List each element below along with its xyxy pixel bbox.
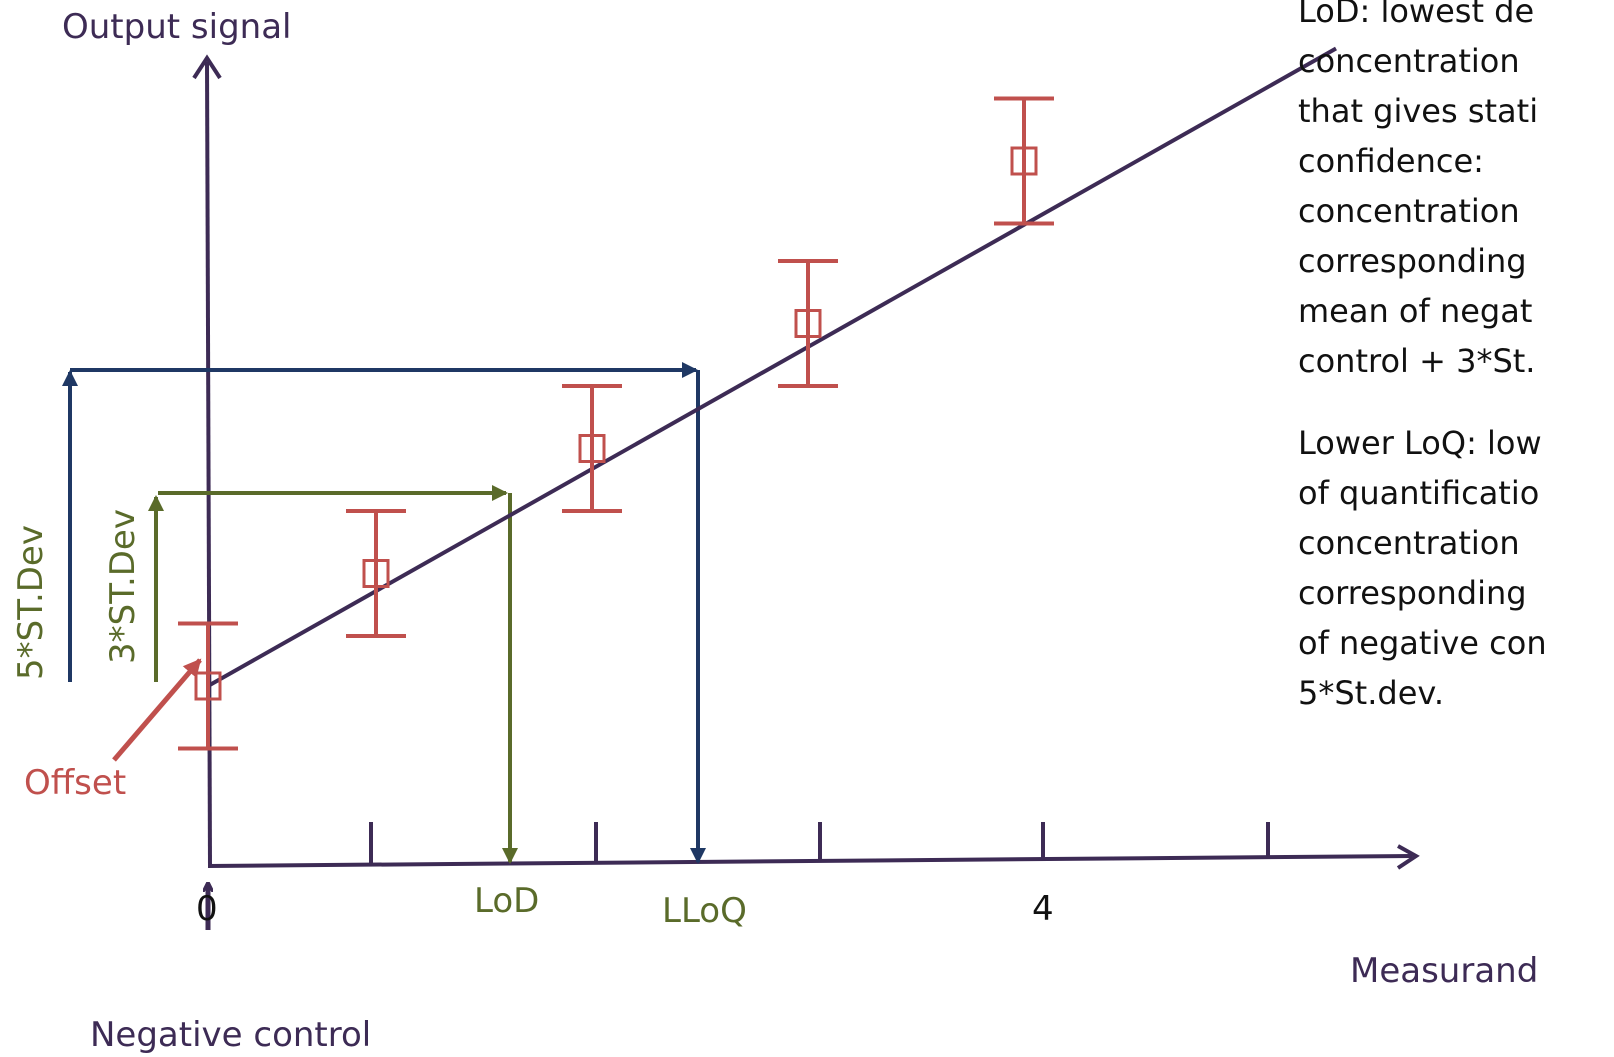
x-axis-title: Measurand [1350, 951, 1538, 991]
offset-arrow [112, 658, 202, 762]
x-axis-arrowhead [1396, 844, 1420, 870]
lod-label: LoD [474, 881, 539, 921]
lod-definition-line: LoD: lowest de [1298, 0, 1535, 30]
lloq-definition-line: 5*St.dev. [1298, 674, 1445, 712]
negative-control-label: Negative control [90, 1015, 371, 1055]
data-point-marker [362, 559, 390, 588]
lloq-definition-line: concentration [1298, 524, 1520, 562]
data-point-marker [578, 434, 606, 463]
lod-definition-line: that gives stati [1298, 92, 1539, 130]
offset-label: Offset [24, 763, 126, 803]
y-axis-title: Output signal [62, 7, 291, 47]
data-point-marker [1010, 146, 1038, 176]
five-st-dev-label: 5*ST.Dev [11, 525, 51, 680]
y-axis-arrowhead [192, 54, 222, 80]
lod-definition-line: confidence: [1298, 142, 1484, 180]
data-point-with-error-bar [178, 621, 238, 751]
lloq-definition-line: of negative con [1298, 624, 1547, 662]
data-points [178, 96, 1054, 751]
lod-definition: LoD: lowest de concentration that gives … [1298, 0, 1614, 386]
x-axis-ticks [369, 822, 1270, 864]
lloq-definition-line: Lower LoQ: low [1298, 424, 1542, 462]
definitions-panel: LoD: lowest de concentration that gives … [1298, 0, 1614, 750]
lloq-label: LLoQ [662, 891, 747, 931]
lloq-definition-line: of quantificatio [1298, 474, 1540, 512]
x-axis-line [207, 854, 1413, 868]
x-tick-label-0: 0 [196, 889, 218, 929]
x-tick-label-4: 4 [1032, 889, 1054, 929]
lod-definition-line: concentration [1298, 192, 1520, 230]
calibration-fit-line [207, 46, 1337, 688]
lod-definition-line: control + 3*St. [1298, 342, 1536, 380]
data-point-marker [794, 309, 822, 338]
lod-definition-line: concentration [1298, 42, 1520, 80]
lloq-definition: Lower LoQ: low of quantificatio concentr… [1298, 418, 1614, 718]
data-point-with-error-bar [778, 259, 838, 388]
lod-definition-line: corresponding [1298, 242, 1527, 280]
lod-definition-line: mean of negat [1298, 292, 1533, 330]
data-point-with-error-bar [994, 96, 1054, 226]
data-point-with-error-bar [562, 384, 622, 513]
three-st-dev-label: 3*ST.Dev [103, 509, 143, 664]
data-point-marker [194, 671, 222, 701]
data-point-with-error-bar [346, 509, 406, 638]
lloq-definition-line: corresponding [1298, 574, 1527, 612]
